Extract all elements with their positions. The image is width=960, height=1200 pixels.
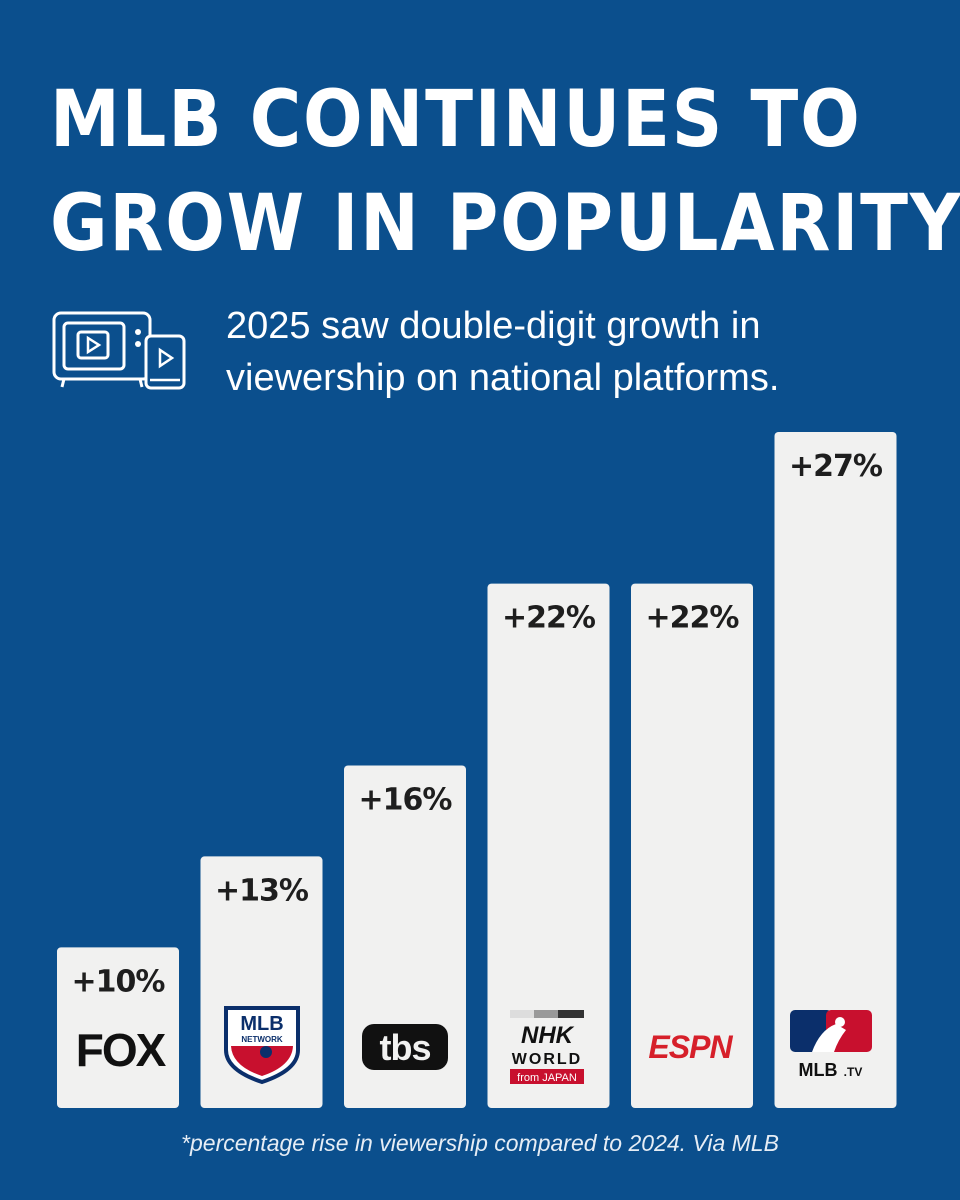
- espn-logo-text: ESPN: [648, 1029, 733, 1065]
- bar-value-label: +16%: [359, 782, 453, 817]
- nhk-japan-band-icon: [510, 1069, 584, 1084]
- mlb-network-logo-top: MLB: [240, 1013, 283, 1035]
- tbs-logo: tbs: [362, 1024, 448, 1070]
- mlb-network-stripe-icon: [231, 1046, 293, 1076]
- bar-value-label: +13%: [215, 873, 309, 908]
- subtitle-block: 2025 saw double-digit growth in viewersh…: [50, 300, 930, 400]
- mlb-tv-logo: MLB .TV: [790, 1010, 872, 1080]
- bar-value-label: +27%: [789, 449, 883, 484]
- bar-tbs: [344, 765, 466, 1108]
- subtitle-line-2: viewership on national platforms.: [226, 357, 780, 399]
- fox-logo: FOX: [76, 1024, 169, 1076]
- nhk-world-logo: NHK WORLD from JAPAN: [510, 1010, 584, 1084]
- footnote: *percentage rise in viewership compared …: [181, 1130, 779, 1156]
- fox-logo-text: FOX: [76, 1024, 167, 1076]
- nhk-bar-1-icon: [510, 1010, 534, 1018]
- bar-mlb-tv: [774, 432, 897, 1108]
- mlb-tv-logo-main: MLB: [799, 1060, 838, 1080]
- bar-nhk-world: [487, 583, 610, 1108]
- nhk-bar-3-icon: [558, 1010, 584, 1018]
- bar-value-label: +22%: [646, 601, 740, 636]
- subtitle: 2025 saw double-digit growth in viewersh…: [226, 300, 926, 404]
- nhk-logo-bottom: from JAPAN: [517, 1072, 577, 1084]
- mlb-tv-batter-icon: [812, 1024, 846, 1052]
- mlb-tv-logo-suffix: .TV: [844, 1065, 863, 1079]
- bar-fox: [57, 947, 179, 1108]
- page-title: MLB CONTINUES TO GROW IN POPULARITY: [50, 68, 960, 276]
- tv-and-phone-video-icon: [52, 311, 186, 390]
- bar-value-label: +10%: [72, 964, 166, 999]
- bar-espn: [631, 583, 753, 1108]
- nhk-logo-top: NHK: [521, 1022, 575, 1049]
- mlb-network-logo-bottom: NETWORK: [241, 1035, 283, 1044]
- tbs-logo-badge-icon: [362, 1024, 448, 1070]
- espn-logo: ESPN: [648, 1029, 734, 1065]
- tbs-logo-text: tbs: [380, 1027, 431, 1068]
- bar-value-label: +22%: [502, 601, 596, 636]
- title-line-2: GROW IN POPULARITY: [50, 179, 960, 269]
- nhk-bar-2-icon: [534, 1010, 558, 1018]
- nhk-logo-middle: WORLD: [512, 1051, 582, 1068]
- subtitle-line-1: 2025 saw double-digit growth in: [226, 305, 761, 347]
- mlb-network-logo: MLB NETWORK: [224, 1006, 300, 1085]
- title-line-1: MLB CONTINUES TO: [50, 75, 862, 165]
- mlb-tv-ball-icon: [835, 1017, 845, 1027]
- mlb-network-batter-icon: [260, 1046, 272, 1058]
